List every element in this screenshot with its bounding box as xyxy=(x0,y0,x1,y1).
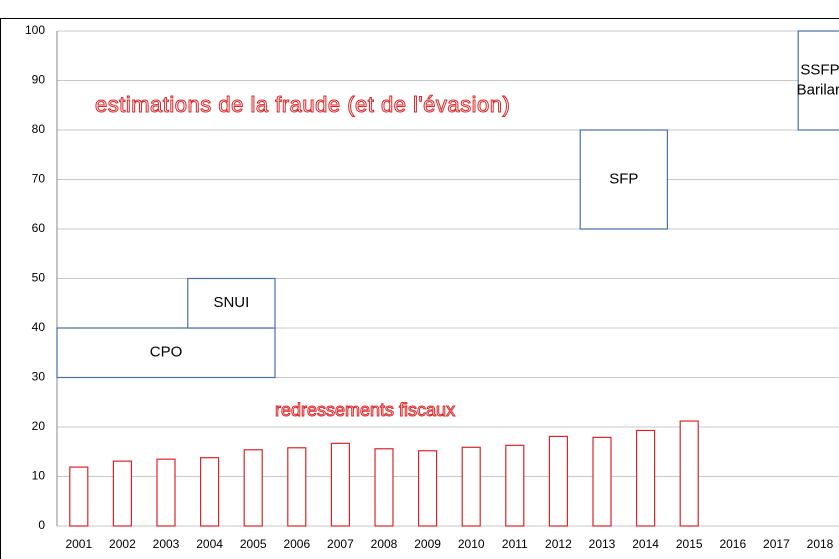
x-tick-label: 2008 xyxy=(371,537,398,551)
y-tick-label: 90 xyxy=(32,73,46,87)
x-tick-label: 2002 xyxy=(109,537,136,551)
bar xyxy=(592,436,612,527)
bar xyxy=(200,457,220,527)
y-tick-label: 30 xyxy=(32,370,46,384)
bar xyxy=(418,450,438,527)
bar xyxy=(461,446,481,527)
estimations-annotation: estimations de la fraude (et de l'évasio… xyxy=(95,92,510,117)
bar xyxy=(287,447,307,527)
x-tick-label: 2012 xyxy=(545,537,572,551)
y-tick-label: 80 xyxy=(32,122,46,136)
bar xyxy=(374,448,394,527)
estimate-label-line: SSFP xyxy=(800,61,839,78)
estimate-label: SNUI xyxy=(213,294,249,311)
x-tick-label: 2009 xyxy=(414,537,441,551)
bar xyxy=(243,449,263,527)
x-tick-label: 2010 xyxy=(458,537,485,551)
x-tick-label: 2015 xyxy=(676,537,703,551)
redressements-annotation: redressements fiscaux xyxy=(275,400,455,420)
x-tick-label: 2017 xyxy=(763,537,790,551)
x-tick-label: 2004 xyxy=(196,537,223,551)
bar xyxy=(69,466,89,527)
bar xyxy=(330,442,350,527)
x-tick-label: 2016 xyxy=(719,537,746,551)
x-tick-label: 2003 xyxy=(153,537,180,551)
estimate-label: CPO xyxy=(150,344,183,361)
x-tick-label: 2013 xyxy=(589,537,616,551)
y-tick-label: 70 xyxy=(32,172,46,186)
x-tick-label: 2006 xyxy=(283,537,310,551)
bar xyxy=(505,444,525,527)
x-tick-label: 2001 xyxy=(65,537,92,551)
estimate-box xyxy=(797,30,839,131)
bar xyxy=(548,435,569,527)
estimate-label: SFP xyxy=(609,170,638,187)
estimate-label: SSFP Barilari xyxy=(797,61,839,98)
x-tick-label: 2011 xyxy=(502,537,528,551)
y-tick-label: 40 xyxy=(32,320,46,334)
x-tick-label: 2014 xyxy=(632,537,659,551)
bar xyxy=(112,460,133,527)
estimate-box xyxy=(579,129,669,230)
estimate-label-line: Barilari xyxy=(797,81,839,98)
y-tick-label: 20 xyxy=(32,419,46,433)
bar xyxy=(679,420,699,527)
y-tick-label: 10 xyxy=(32,469,46,483)
y-tick-label: 60 xyxy=(32,221,46,235)
bar xyxy=(156,458,176,527)
x-tick-label: 2005 xyxy=(240,537,267,551)
estimate-box xyxy=(187,277,276,329)
estimate-box xyxy=(56,327,276,379)
x-tick-label: 2007 xyxy=(327,537,354,551)
y-tick-label: 0 xyxy=(38,518,45,532)
y-tick-label: 100 xyxy=(25,23,45,37)
x-tick-label: 2018 xyxy=(807,537,834,551)
chart-frame xyxy=(0,18,839,559)
bar xyxy=(635,429,656,527)
y-tick-label: 50 xyxy=(32,271,46,285)
